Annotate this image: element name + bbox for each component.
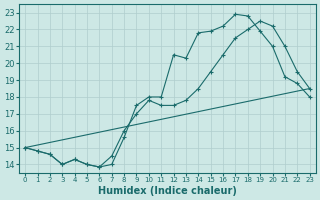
X-axis label: Humidex (Indice chaleur): Humidex (Indice chaleur) <box>98 186 237 196</box>
